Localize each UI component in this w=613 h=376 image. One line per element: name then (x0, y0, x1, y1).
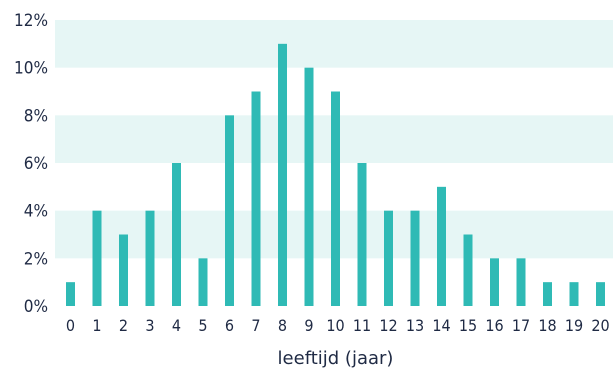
x-tick-label: 1 (92, 316, 101, 335)
bar-8 (278, 43, 287, 306)
bars (66, 43, 605, 307)
bar-1 (92, 210, 102, 306)
x-tick-label: 20 (591, 316, 609, 335)
x-tick-label: 6 (225, 316, 234, 335)
x-tick-label: 7 (251, 316, 260, 335)
bar-20 (596, 282, 605, 306)
x-tick-label: 5 (198, 316, 207, 335)
x-tick-label: 3 (145, 316, 154, 335)
bar-13 (410, 210, 420, 306)
bar-5 (198, 258, 208, 306)
x-tick-label: 13 (406, 316, 424, 335)
y-tick-label: 2% (24, 249, 48, 269)
bar-6 (225, 115, 234, 306)
bar-9 (304, 67, 314, 307)
x-tick-label: 0 (66, 316, 75, 335)
x-axis-label: leeftijd (jaar) (278, 348, 394, 369)
bar-0 (66, 282, 75, 306)
bar-12 (384, 210, 393, 306)
x-tick-label: 18 (538, 316, 556, 335)
x-tick-label: 14 (432, 316, 450, 335)
bar-7 (251, 91, 261, 306)
y-tick-label: 8% (24, 106, 48, 126)
bar-17 (516, 258, 526, 306)
bar-11 (357, 163, 367, 306)
bar-19 (569, 282, 579, 306)
bar-15 (463, 234, 473, 306)
y-tick-label: 10% (14, 59, 48, 79)
y-axis-ticks: 0% 2% 4% 6% 8% 10% 12% (14, 11, 48, 317)
x-tick-label: 8 (278, 316, 287, 335)
bar-14 (437, 186, 446, 306)
bar-3 (145, 210, 155, 306)
x-tick-label: 15 (459, 316, 477, 335)
x-tick-label: 2 (119, 316, 128, 335)
bar-18 (543, 282, 552, 306)
y-tick-label: 4% (24, 202, 48, 222)
y-tick-label: 0% (24, 297, 48, 317)
x-tick-label: 10 (326, 316, 344, 335)
x-axis-ticks: 0 1 2 3 4 5 6 7 8 9 10 11 12 13 14 15 16 17 18 19 20 (66, 316, 610, 335)
x-tick-label: 12 (379, 316, 397, 335)
x-tick-label: 16 (485, 316, 503, 335)
bar-4 (172, 163, 181, 306)
x-tick-label: 19 (565, 316, 583, 335)
y-tick-label: 12% (14, 11, 48, 31)
x-tick-label: 17 (512, 316, 530, 335)
x-tick-label: 4 (172, 316, 181, 335)
bar-16 (490, 258, 499, 306)
bar-2 (119, 234, 128, 306)
x-tick-label: 9 (304, 316, 313, 335)
y-tick-label: 6% (24, 154, 48, 174)
bar-10 (331, 91, 340, 306)
grid-band (55, 20, 613, 68)
x-tick-label: 11 (353, 316, 371, 335)
